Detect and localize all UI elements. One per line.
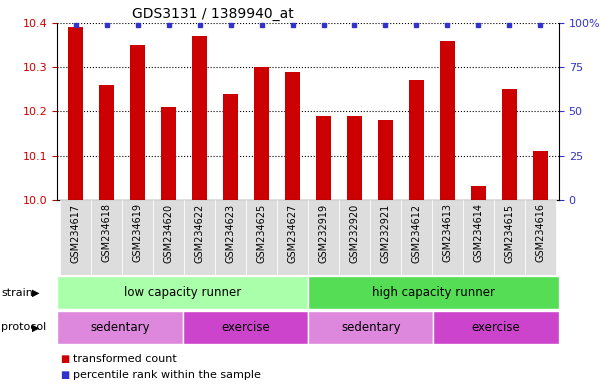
Bar — [401, 200, 432, 275]
Text: GSM232921: GSM232921 — [380, 204, 391, 263]
Bar — [377, 120, 393, 200]
Text: GSM234623: GSM234623 — [225, 204, 236, 263]
Text: exercise: exercise — [472, 321, 520, 334]
Bar — [99, 85, 114, 200]
Bar — [161, 107, 176, 200]
Bar — [347, 116, 362, 200]
Bar — [184, 200, 215, 275]
Text: ▶: ▶ — [32, 288, 40, 298]
Bar — [153, 200, 184, 275]
Bar — [215, 200, 246, 275]
Bar — [183, 311, 308, 344]
Bar — [308, 276, 559, 309]
Bar — [192, 36, 207, 200]
Text: GSM232920: GSM232920 — [349, 204, 359, 263]
Text: GSM234614: GSM234614 — [474, 204, 483, 262]
Bar — [471, 187, 486, 200]
Text: GSM234618: GSM234618 — [102, 204, 112, 262]
Bar — [316, 116, 331, 200]
Bar — [254, 67, 269, 200]
Text: GSM234620: GSM234620 — [163, 204, 174, 263]
Text: protocol: protocol — [1, 322, 46, 333]
Bar — [277, 200, 308, 275]
Text: GSM234619: GSM234619 — [133, 204, 142, 262]
Text: GSM234627: GSM234627 — [287, 204, 297, 263]
Text: GSM234622: GSM234622 — [195, 204, 204, 263]
Text: GSM234613: GSM234613 — [442, 204, 453, 262]
Text: GSM234616: GSM234616 — [535, 204, 545, 262]
Text: ▶: ▶ — [32, 322, 40, 333]
Text: percentile rank within the sample: percentile rank within the sample — [73, 370, 261, 380]
Bar — [339, 200, 370, 275]
Text: high capacity runner: high capacity runner — [372, 286, 495, 299]
Bar — [463, 200, 494, 275]
Bar — [57, 276, 308, 309]
Bar — [525, 200, 556, 275]
Bar — [308, 311, 433, 344]
Text: GSM234625: GSM234625 — [257, 204, 267, 263]
Bar — [502, 89, 517, 200]
Text: GSM234612: GSM234612 — [412, 204, 421, 263]
Bar — [285, 72, 300, 200]
Text: ■: ■ — [60, 354, 69, 364]
Text: GSM234615: GSM234615 — [504, 204, 514, 263]
Bar — [68, 28, 84, 200]
Bar — [370, 200, 401, 275]
Bar — [432, 200, 463, 275]
Text: GSM234617: GSM234617 — [71, 204, 81, 263]
Bar — [409, 81, 424, 200]
Bar — [433, 311, 559, 344]
Text: ■: ■ — [60, 370, 69, 380]
Bar — [122, 200, 153, 275]
Text: GDS3131 / 1389940_at: GDS3131 / 1389940_at — [132, 7, 294, 21]
Text: sedentary: sedentary — [90, 321, 150, 334]
Text: low capacity runner: low capacity runner — [124, 286, 241, 299]
Text: sedentary: sedentary — [341, 321, 400, 334]
Bar — [308, 200, 339, 275]
Text: GSM232919: GSM232919 — [319, 204, 329, 263]
Bar — [57, 311, 183, 344]
Bar — [494, 200, 525, 275]
Bar — [130, 45, 145, 200]
Bar — [60, 200, 91, 275]
Bar — [223, 94, 239, 200]
Bar — [91, 200, 122, 275]
Text: transformed count: transformed count — [73, 354, 177, 364]
Bar — [440, 41, 455, 200]
Bar — [532, 151, 548, 200]
Bar — [246, 200, 277, 275]
Text: strain: strain — [1, 288, 33, 298]
Text: exercise: exercise — [221, 321, 270, 334]
